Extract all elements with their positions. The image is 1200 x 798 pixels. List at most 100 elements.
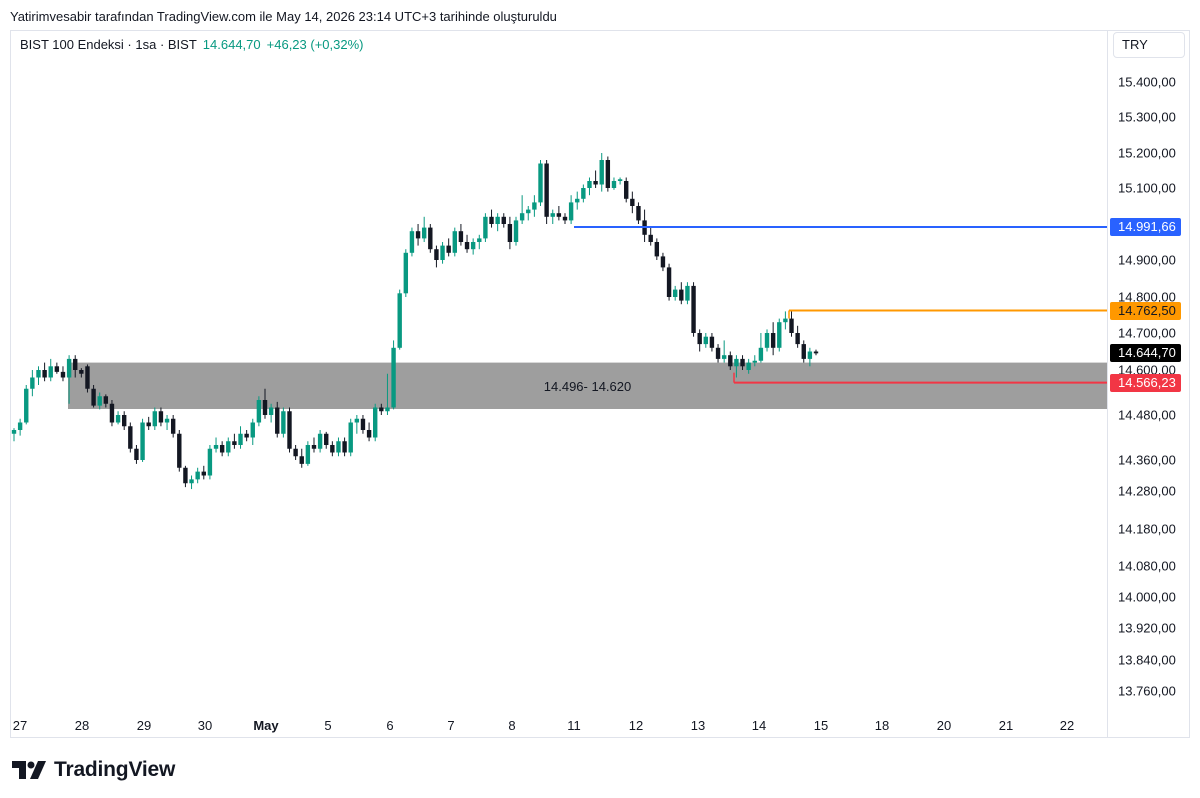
time-tick-label: 12 [628, 718, 644, 733]
candle-body [213, 445, 219, 449]
candle-body [189, 479, 194, 484]
candle-body [801, 344, 806, 359]
support-zone [68, 362, 1107, 409]
candle-body [66, 358, 72, 378]
candle-body [85, 366, 90, 389]
candle-body [666, 267, 672, 297]
currency-button[interactable]: TRY [1113, 32, 1185, 58]
candle-body [721, 355, 727, 359]
symbol-name: BIST 100 Endeksi · 1sa · BIST [20, 37, 197, 52]
candle-body [121, 415, 127, 427]
time-tick-label: 15 [813, 718, 829, 733]
candle-body [60, 371, 66, 378]
price-tick-label: 15.400,00 [1118, 74, 1176, 90]
candle-body [660, 256, 666, 268]
price-tick-label: 13.840,00 [1118, 652, 1176, 668]
last-price: 14.644,70 [202, 37, 261, 52]
candle-body [611, 181, 617, 188]
candle-body [587, 181, 592, 188]
candle-body [764, 333, 770, 348]
candle-body [507, 224, 513, 242]
candle-body [421, 227, 427, 239]
price-label: 14.644,70 [1110, 344, 1181, 363]
candle-body [158, 411, 164, 423]
candle-body [501, 216, 506, 224]
price-tick-label: 13.920,00 [1118, 620, 1176, 636]
price-label: 14.991,66 [1110, 218, 1181, 236]
candle-body [458, 231, 464, 242]
candle-body [397, 293, 402, 348]
candle-body [336, 441, 341, 453]
tradingview-logo-icon [12, 761, 46, 779]
candle-body [672, 289, 678, 297]
candle-body [783, 318, 788, 323]
candle-body [740, 358, 745, 367]
candle-body [428, 227, 433, 250]
candle-body [360, 418, 366, 430]
candle-body [177, 433, 182, 468]
candle-body [409, 231, 415, 253]
candle-body [348, 422, 353, 453]
attribution-text: Yatirimvesabir tarafından TradingView.co… [10, 9, 557, 24]
candle-body [728, 355, 733, 367]
price-tick-label: 14.360,00 [1118, 452, 1176, 468]
candle-body [654, 242, 660, 257]
candle-body [317, 433, 323, 449]
candle-body [115, 415, 121, 423]
tradingview-logo[interactable]: TradingView [12, 757, 175, 783]
candle-body [311, 445, 317, 449]
candle-body [385, 407, 390, 412]
candle-body [219, 445, 225, 453]
candle-body [777, 322, 782, 348]
tradingview-logo-text: TradingView [54, 758, 176, 781]
time-tick-label: 6 [386, 718, 394, 733]
candle-body [685, 285, 690, 301]
candle-body [648, 234, 653, 242]
candle-body [452, 231, 457, 253]
candle-body [268, 407, 274, 415]
candle-body [293, 448, 298, 457]
price-label: 14.762,50 [1110, 301, 1181, 320]
candle-body [746, 362, 751, 370]
candle-body [513, 220, 519, 242]
candle-body [232, 441, 237, 445]
price-tick-label: 13.760,00 [1118, 683, 1176, 699]
candle-body [464, 242, 470, 250]
candle-body [526, 209, 531, 214]
candle-body [593, 181, 598, 185]
candle-body [140, 422, 145, 460]
price-label: 14.566,23 [1110, 373, 1181, 392]
price-tick-label: 15.100,00 [1118, 180, 1176, 196]
candle-body [195, 471, 200, 480]
candle-body [617, 179, 623, 181]
candle-body [434, 249, 439, 260]
candle-body [226, 441, 231, 453]
price-axis-separator [1107, 30, 1108, 738]
time-tick-label: 14 [751, 718, 767, 733]
time-tick-label: 28 [74, 718, 90, 733]
candle-body [544, 163, 549, 217]
candle-body [538, 163, 543, 203]
time-tick-label: 27 [12, 718, 28, 733]
candle-body [330, 445, 335, 453]
candle-body [305, 445, 311, 464]
candle-body [636, 206, 641, 221]
candle-body [324, 433, 329, 445]
candle-body [164, 418, 170, 423]
price-tick-label: 14.480,00 [1118, 407, 1176, 423]
candle-body [79, 370, 84, 374]
candle-body [183, 467, 188, 484]
candle-body [697, 333, 702, 345]
candle-body [379, 407, 384, 412]
candle-body [275, 407, 280, 434]
candle-body [807, 351, 813, 359]
time-tick-label: 29 [136, 718, 152, 733]
candle-body [795, 333, 800, 345]
candle-body [11, 430, 17, 434]
candle-body [440, 245, 445, 260]
candle-body [250, 422, 255, 438]
candle-body [244, 433, 249, 438]
candle-body [207, 448, 213, 476]
price-tick-label: 14.080,00 [1118, 558, 1176, 574]
